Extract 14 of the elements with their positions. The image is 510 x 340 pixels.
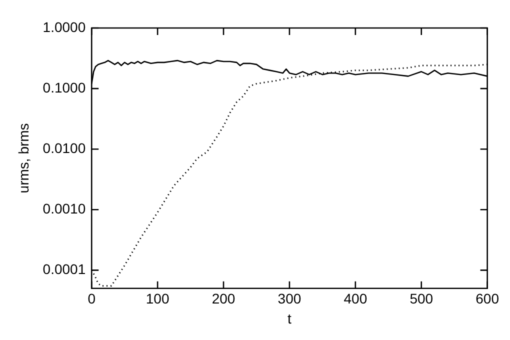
x-axis-title: t [288, 310, 292, 326]
x-tick-label: 200 [212, 290, 236, 307]
x-tick-label: 300 [278, 290, 302, 307]
x-tick-label: 600 [476, 290, 500, 307]
y-tick-label: 0.1000 [42, 79, 86, 96]
y-tick-label: 0.0001 [42, 261, 86, 278]
y-tick-label: 1.0000 [42, 18, 86, 35]
y-tick-label: 0.0010 [42, 200, 86, 216]
x-tick-label: 0 [88, 290, 96, 307]
x-tick-label: 100 [146, 290, 170, 307]
x-tick-label: 500 [410, 290, 434, 307]
x-tick-label: 400 [344, 290, 368, 307]
y-axis-title: urms, brms [15, 123, 32, 194]
y-tick-label: 0.0100 [42, 140, 86, 156]
